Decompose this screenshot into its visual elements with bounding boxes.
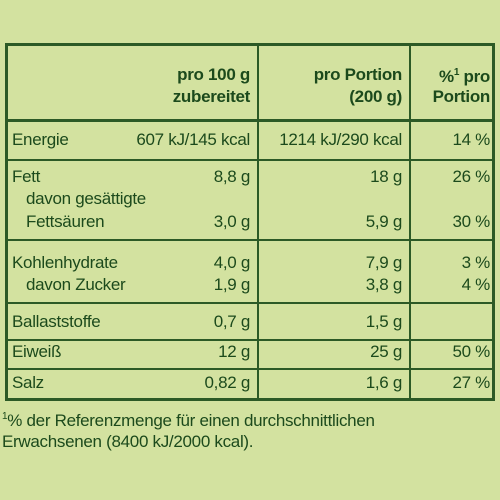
row-label: Fett bbox=[12, 167, 41, 186]
row-label: davon Zucker bbox=[26, 275, 126, 294]
rule bbox=[5, 43, 495, 46]
rule bbox=[5, 398, 495, 401]
value-per-portion: 1,5 g bbox=[365, 312, 403, 331]
value-percent: 3 % bbox=[461, 253, 491, 272]
footnote-mark: 1 bbox=[2, 411, 8, 422]
value-per-100g: 12 g bbox=[218, 342, 250, 361]
value-per-portion: 25 g bbox=[370, 342, 402, 361]
header-text: pro 100 g bbox=[177, 65, 250, 84]
footnote-text: % der Referenzmenge für einen durchschni… bbox=[7, 411, 375, 430]
value-percent: 50 % bbox=[452, 342, 490, 361]
footnote: 1% der Referenzmenge für einen durchschn… bbox=[2, 407, 375, 431]
rule bbox=[5, 339, 495, 341]
value-per-portion: 1214 kJ/290 kcal bbox=[279, 130, 402, 149]
row-label: davon gesättigte bbox=[26, 189, 146, 208]
value-per-100g: 3,0 g bbox=[213, 212, 251, 231]
rule bbox=[5, 159, 495, 161]
header-text: %1 pro bbox=[439, 63, 490, 87]
rule bbox=[5, 239, 495, 241]
footnote-text: Erwachsenen (8400 kJ/2000 kcal). bbox=[2, 432, 254, 451]
value-per-100g: 1,9 g bbox=[213, 275, 251, 294]
rule bbox=[5, 43, 8, 401]
rule bbox=[5, 119, 495, 122]
value-percent: 27 % bbox=[452, 373, 490, 392]
value-per-portion: 3,8 g bbox=[365, 275, 403, 294]
value-percent: 4 % bbox=[461, 275, 491, 294]
value-percent: 26 % bbox=[452, 167, 490, 186]
row-label: Energie bbox=[12, 130, 69, 149]
value-per-100g: 0,82 g bbox=[204, 373, 251, 392]
row-label: Fettsäuren bbox=[26, 212, 105, 231]
value-per-portion: 5,9 g bbox=[365, 212, 403, 231]
header-text: pro Portion bbox=[313, 65, 403, 84]
row-label: Eiweiß bbox=[12, 342, 62, 361]
rule bbox=[409, 43, 411, 401]
header-text: % bbox=[438, 67, 454, 86]
rule bbox=[5, 368, 495, 370]
value-per-portion: 7,9 g bbox=[365, 253, 403, 272]
header-text: zubereitet bbox=[172, 87, 251, 106]
rule bbox=[492, 43, 495, 401]
header-text: (200 g) bbox=[349, 87, 402, 106]
row-label: Salz bbox=[12, 373, 44, 392]
value-per-100g: 8,8 g bbox=[213, 167, 251, 186]
footnote-mark: 1 bbox=[453, 67, 460, 78]
value-per-100g: 4,0 g bbox=[213, 253, 251, 272]
value-per-100g: 0,7 g bbox=[213, 312, 251, 331]
value-per-portion: 18 g bbox=[370, 167, 402, 186]
rule bbox=[5, 302, 495, 304]
value-per-portion: 1,6 g bbox=[365, 373, 403, 392]
rule bbox=[257, 43, 259, 401]
row-label: Ballaststoffe bbox=[12, 312, 101, 331]
value-per-100g: 607 kJ/145 kcal bbox=[136, 130, 250, 149]
value-percent: 14 % bbox=[452, 130, 490, 149]
header-text: Portion bbox=[432, 87, 491, 106]
row-label: Kohlenhydrate bbox=[12, 253, 118, 272]
value-percent: 30 % bbox=[452, 212, 490, 231]
header-text: pro bbox=[463, 67, 491, 86]
